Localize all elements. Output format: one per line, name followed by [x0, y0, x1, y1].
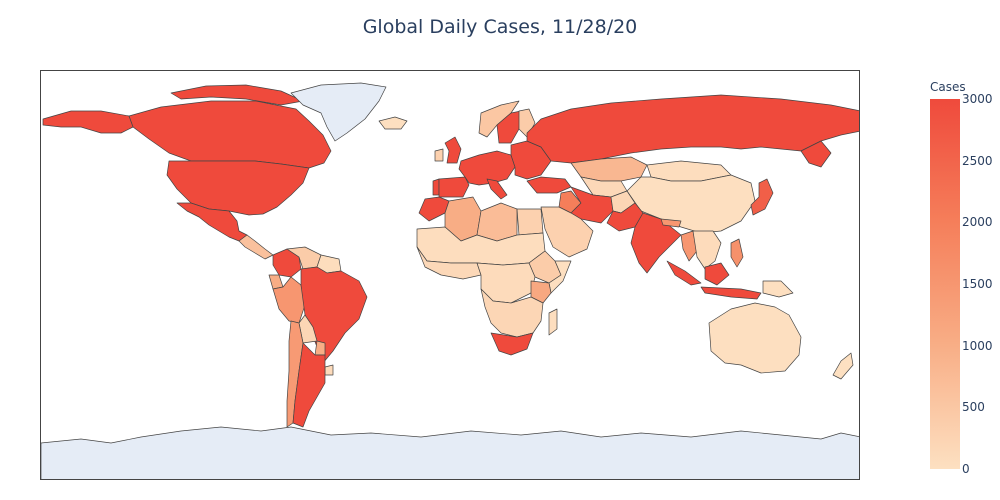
map-title: Global Daily Cases, 11/28/20	[362, 16, 638, 38]
colorbar-tick: 2000	[962, 215, 993, 230]
country-uruguay[interactable]	[324, 364, 334, 376]
country-morocco[interactable]	[418, 196, 450, 222]
country-paraguay[interactable]	[314, 340, 326, 356]
country-australia[interactable]	[708, 302, 802, 374]
colorbar-tick: 2500	[962, 153, 993, 168]
country-southeast-asia[interactable]	[692, 230, 722, 270]
country-spain[interactable]	[438, 176, 470, 198]
choropleth-map[interactable]	[40, 70, 860, 480]
country-canada-arctic[interactable]	[170, 84, 304, 106]
country-usa-alaska[interactable]	[42, 110, 134, 134]
colorbar-gradient	[930, 99, 960, 469]
country-india[interactable]	[630, 212, 682, 274]
country-greenland[interactable]	[290, 82, 387, 142]
country-papua-new-guinea[interactable]	[762, 280, 794, 298]
country-turkey[interactable]	[526, 176, 572, 194]
colorbar-tick: 1000	[962, 338, 993, 353]
country-argentina[interactable]	[292, 342, 326, 428]
country-japan[interactable]	[750, 178, 774, 216]
country-myanmar[interactable]	[680, 230, 698, 262]
country-central-america[interactable]	[238, 234, 274, 260]
country-portugal[interactable]	[432, 178, 440, 196]
country-kenya[interactable]	[530, 280, 552, 304]
country-western-europe[interactable]	[458, 150, 516, 186]
colorbar-tick: 3000	[962, 92, 993, 106]
country-ecuador[interactable]	[268, 274, 284, 290]
colorbar-title: Cases	[930, 80, 966, 94]
map-svg	[41, 82, 860, 480]
country-indonesia[interactable]	[666, 260, 702, 286]
country-ireland[interactable]	[434, 148, 444, 162]
country-italy[interactable]	[486, 178, 508, 200]
colorbar-tick: 0	[962, 462, 970, 476]
country-libya[interactable]	[476, 202, 518, 242]
colorbar-tick: 500	[962, 400, 985, 415]
country-antarctica[interactable]	[41, 426, 860, 480]
country-south-africa[interactable]	[490, 332, 534, 356]
colorbar-tick: 1500	[962, 277, 993, 291]
country-arabian-peninsula[interactable]	[540, 206, 594, 258]
country-united-kingdom[interactable]	[444, 136, 462, 164]
country-philippines[interactable]	[730, 238, 744, 268]
country-usa[interactable]	[166, 160, 310, 216]
country-central-africa[interactable]	[476, 262, 536, 304]
country-madagascar[interactable]	[548, 308, 558, 336]
country-canada[interactable]	[128, 100, 332, 169]
country-brazil[interactable]	[300, 266, 368, 364]
country-indonesia-borneo[interactable]	[704, 262, 730, 286]
country-new-zealand[interactable]	[832, 352, 854, 380]
country-russia-kamchatka[interactable]	[800, 140, 832, 168]
country-nepal[interactable]	[660, 218, 682, 228]
country-egypt[interactable]	[516, 208, 544, 236]
country-iceland[interactable]	[378, 116, 408, 130]
country-southern-africa[interactable]	[480, 288, 544, 338]
country-iran[interactable]	[570, 186, 614, 224]
country-indonesia-east[interactable]	[700, 286, 762, 300]
